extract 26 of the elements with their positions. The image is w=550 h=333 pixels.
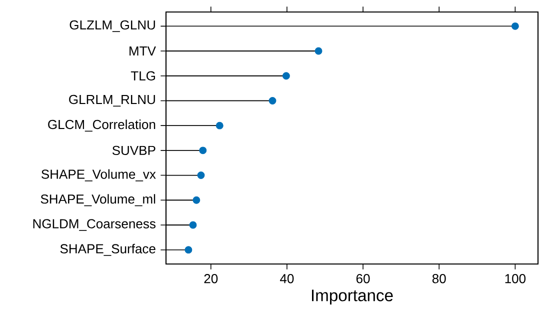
y-tick-label: SHAPE_Volume_ml: [40, 194, 156, 206]
x-tick-label: 60: [356, 274, 370, 284]
y-tick-label: GLZLM_GLNU: [70, 20, 155, 32]
y-tick-label: SHAPE_Volume_vx: [42, 169, 156, 182]
point: [282, 72, 290, 80]
point: [511, 22, 519, 30]
y-tick-label: GLCM_Correlation: [48, 120, 156, 132]
x-tick-label: 40: [280, 274, 294, 284]
point: [268, 97, 276, 104]
point: [184, 246, 192, 254]
x-tick-label: 20: [204, 274, 218, 284]
point: [216, 122, 224, 130]
y-tick-label: GLRLM_RLNU: [69, 94, 155, 107]
y-tick-label: SUVBP: [112, 146, 156, 156]
y-tick-label: NGLDM_Coarseness: [33, 219, 156, 231]
point: [314, 47, 322, 55]
x-axis-title: Importance: [312, 290, 393, 305]
point: [189, 221, 197, 229]
y-tick-label: MTV: [130, 46, 156, 56]
x-tick-label: 100: [505, 274, 526, 284]
point: [197, 172, 205, 179]
point: [199, 146, 207, 154]
x-tick-label: 80: [432, 274, 446, 284]
y-tick-label: TLG: [130, 71, 155, 80]
point: [192, 196, 200, 204]
y-tick-label: SHAPE_Surface: [60, 244, 156, 256]
